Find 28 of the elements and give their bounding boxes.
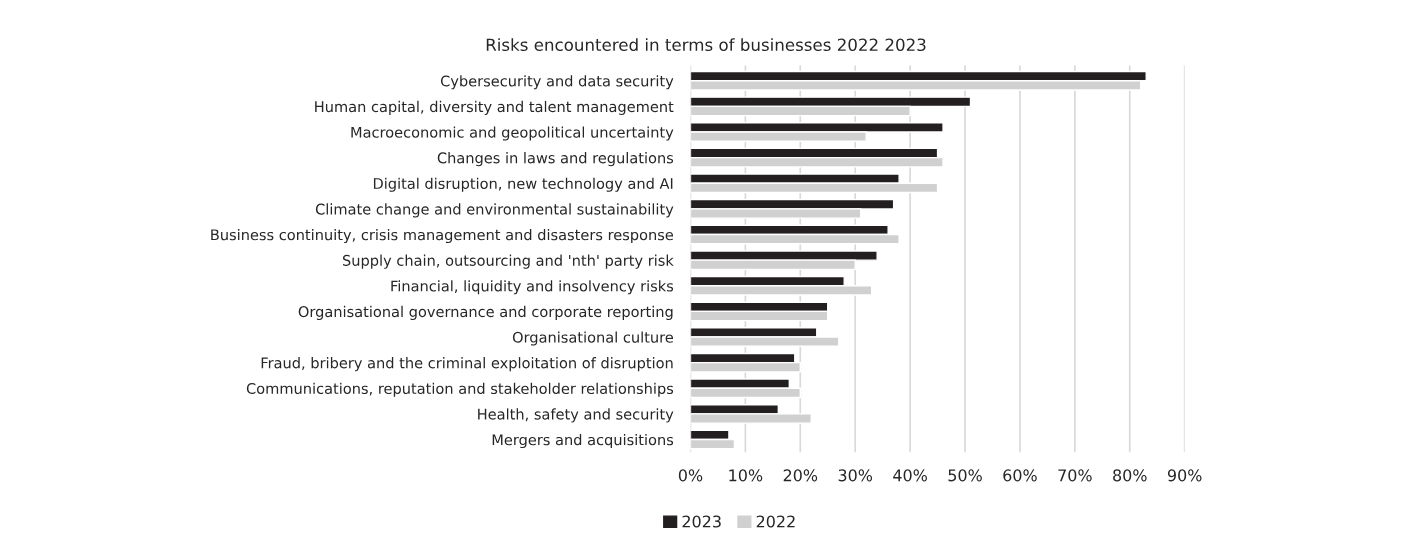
y-tick-label: Supply chain, outsourcing and 'nth' party risk	[342, 254, 674, 269]
x-tick-label: 90%	[1167, 469, 1202, 482]
y-tick-label: Macroeconomic and geopolitical uncertainty	[351, 126, 674, 141]
x-tick-label: 80%	[1113, 469, 1147, 482]
y-tick-label: Cybersecurity and data security	[440, 75, 674, 90]
y-tick-label: Changes in laws and regulations	[437, 152, 674, 167]
y-tick-label: Business continuity, crisis management and disasters response	[211, 228, 674, 244]
y-tick-label: Digital disruption, new technology and AI	[373, 177, 673, 192]
y-tick-label: Financial, liquidity and insolvency risks	[391, 280, 674, 295]
x-tick-label: 40%	[893, 469, 927, 482]
y-tick-label: Communications, reputation and stakeholder relationships	[246, 382, 674, 397]
x-tick-label: 0%	[678, 469, 703, 482]
legend-label: 2022	[756, 515, 795, 528]
x-tick-label: 20%	[783, 469, 818, 482]
y-tick-label: Human capital, diversity and talent management	[315, 100, 674, 115]
x-tick-label: 10%	[729, 469, 763, 482]
x-tick-label: 60%	[1003, 469, 1037, 482]
y-tick-label: Mergers and acquisitions	[492, 434, 674, 449]
y-tick-label: Climate change and environmental sustainability	[315, 203, 674, 218]
x-tick-label: 70%	[1058, 469, 1092, 482]
x-tick-label: 30%	[838, 469, 873, 482]
y-tick-label: Organisational culture	[512, 331, 674, 346]
legend-label: 2023	[682, 515, 721, 528]
y-tick-label: Organisational governance and corporate reporting	[298, 305, 673, 320]
y-tick-label: Health, safety and security	[478, 408, 674, 423]
y-tick-label: Fraud, bribery and the criminal exploitation of disruption	[261, 357, 673, 372]
chart-title: Risks encountered in terms of businesses 2022 2023	[486, 38, 926, 52]
x-tick-label: 50%	[948, 469, 982, 482]
